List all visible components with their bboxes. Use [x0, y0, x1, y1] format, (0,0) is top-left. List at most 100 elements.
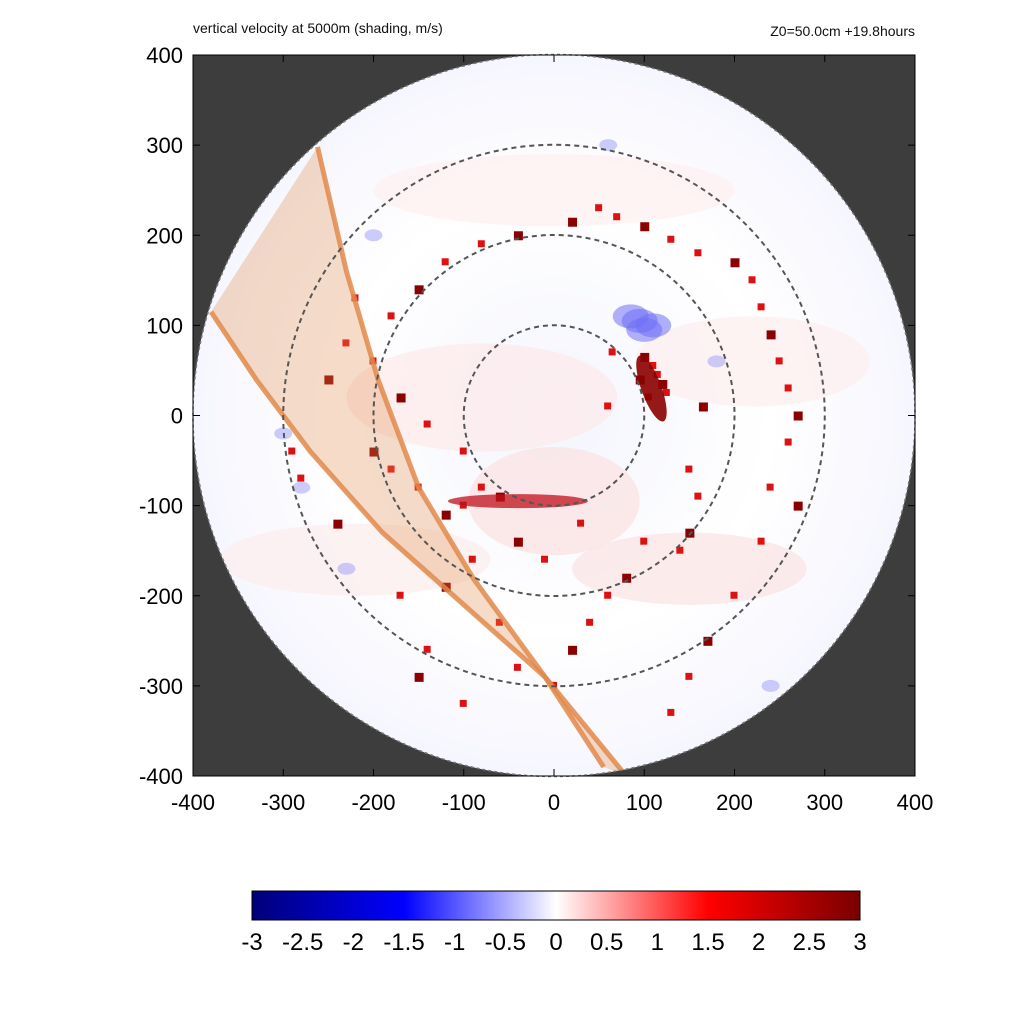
updraft-cell [730, 258, 740, 268]
updraft-cell [441, 258, 449, 266]
updraft-cell [387, 312, 395, 320]
updraft-cell [604, 402, 612, 410]
updraft-cell [459, 699, 467, 707]
updraft-cell [477, 240, 485, 248]
x-tick-label: -400 [171, 790, 215, 815]
range-ring-100 [462, 324, 646, 507]
range-ring-300 [282, 143, 826, 688]
updraft-cell [613, 213, 621, 221]
weak-downdraft-cell [707, 355, 726, 368]
colorbar: -3 -2.5 -2 -1.5 -1 -0.5 0 0.5 1 1.5 2 2.5 3 [241, 890, 867, 956]
range-ring-200 [372, 234, 736, 597]
weak-downdraft-cell [292, 481, 311, 494]
updraft-cell [793, 411, 803, 421]
field-texture-4 [635, 316, 870, 407]
colorbar-tick-label: -1 [444, 929, 465, 956]
updraft-cell [622, 573, 632, 583]
y-tick-label: -100 [139, 494, 183, 519]
updraft-cell [468, 555, 476, 563]
updraft-cell [667, 708, 675, 716]
weak-downdraft-cell [761, 679, 780, 692]
colorbar-gradient [251, 890, 861, 921]
weak-downdraft-cell [364, 229, 383, 242]
y-tick-label: 400 [146, 43, 183, 68]
colorbar-tick-label: 3 [853, 929, 866, 956]
field-texture-5 [373, 154, 735, 227]
updraft-cell [459, 447, 467, 455]
x-tick-label: 0 [548, 790, 560, 815]
axes: -400 -300 -200 -100 0 100 200 300 400 -400 -300 -20… [139, 43, 933, 815]
domain-field-layer [208, 139, 870, 777]
field-texture-2 [572, 532, 807, 605]
x-tick-label: -100 [442, 790, 486, 815]
updraft-cell [766, 330, 776, 340]
updraft-cell [333, 519, 343, 529]
updraft-cell [595, 204, 603, 212]
x-tick-label: -200 [351, 790, 395, 815]
x-tick-label: 400 [897, 790, 934, 815]
field-texture-3 [220, 523, 491, 596]
y-tick-label: -400 [139, 764, 183, 789]
x-tick-label: 200 [716, 790, 753, 815]
track-swath-edge-left [208, 310, 606, 769]
updraft-cell [513, 231, 523, 241]
updraft-cell [477, 483, 485, 491]
rainband-updraft [447, 494, 588, 509]
colorbar-tick-label: -1.5 [383, 929, 424, 956]
updraft-cell [396, 393, 406, 403]
updraft-cell [568, 645, 578, 655]
colorbar-tick-label: -0.5 [485, 929, 526, 956]
updraft-cell [662, 388, 670, 396]
updraft-cell [694, 249, 702, 257]
updraft-cell [730, 591, 738, 599]
updraft-cell [649, 361, 657, 369]
updraft-cell [757, 303, 765, 311]
y-tick-label: 0 [171, 404, 183, 429]
updraft-cell [396, 591, 404, 599]
updraft-cell [703, 636, 713, 646]
eyewall-updraft-band [636, 355, 667, 422]
colorbar-tick-label: 1.5 [691, 929, 724, 956]
y-tick-label: 200 [146, 223, 183, 248]
updraft-cell [698, 402, 708, 412]
colorbar-tick-label: -3 [241, 929, 262, 956]
updraft-cell [540, 555, 548, 563]
updraft-cell [513, 663, 521, 671]
updraft-cell [667, 235, 675, 243]
updraft-cell [495, 618, 503, 626]
colorbar-tick-label: 0 [549, 929, 562, 956]
updraft-cell [577, 519, 585, 527]
updraft-cell [640, 537, 648, 545]
plot-area [192, 53, 916, 778]
updraft-cell [423, 420, 431, 428]
updraft-cell [423, 645, 431, 653]
updraft-cell [757, 537, 765, 545]
updraft-cell [288, 447, 296, 455]
colorbar-tick-label: 1 [651, 929, 664, 956]
track-swath-fill [211, 146, 627, 777]
updraft-cell [604, 591, 612, 599]
chart-title: vertical velocity at 5000m (shading, m/s… [193, 20, 443, 36]
colorbar-tick-label: 2.5 [793, 929, 826, 956]
updraft-cell [608, 348, 616, 356]
y-tick-label: -300 [139, 674, 183, 699]
x-tick-label: 100 [626, 790, 663, 815]
colorbar-tick-label: -2.5 [282, 929, 323, 956]
weak-downdraft-cell [337, 562, 356, 575]
updraft-cell [775, 357, 783, 365]
updraft-cell [685, 465, 693, 473]
updraft-cell [685, 672, 693, 680]
downdraft-cell [612, 304, 649, 329]
updraft-cell [640, 222, 650, 232]
colorbar-tick-label: 0.5 [590, 929, 623, 956]
updraft-cell [342, 339, 350, 347]
updraft-cell [297, 474, 305, 482]
updraft-cell [793, 501, 803, 511]
x-tick-label: -300 [261, 790, 305, 815]
updraft-cell [766, 483, 774, 491]
updraft-cell [324, 375, 334, 385]
y-tick-label: 100 [146, 313, 183, 338]
x-tick-label: 300 [806, 790, 843, 815]
